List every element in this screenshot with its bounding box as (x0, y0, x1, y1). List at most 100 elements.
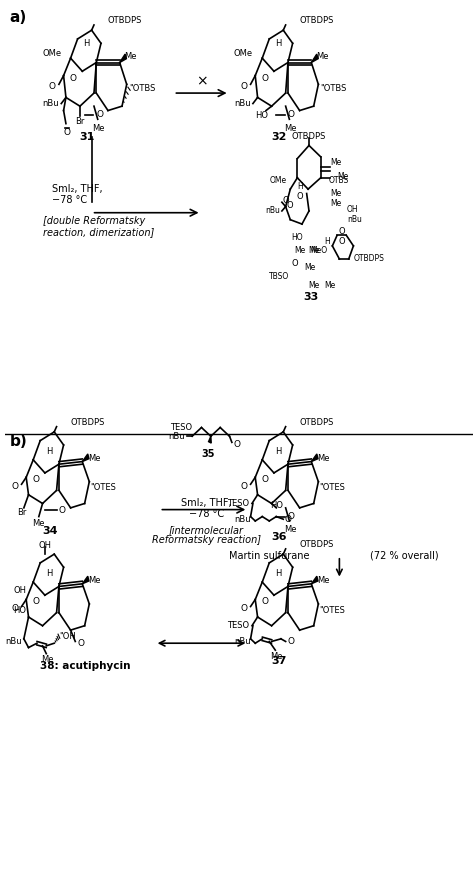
Text: Me: Me (330, 189, 341, 198)
Text: 34: 34 (42, 526, 57, 536)
Text: H: H (275, 39, 281, 48)
Text: b): b) (10, 434, 27, 449)
Text: Reformatsky reaction]: Reformatsky reaction] (152, 535, 261, 545)
Text: Me: Me (308, 246, 319, 255)
Text: O: O (78, 639, 85, 647)
Text: Me: Me (304, 263, 316, 272)
Text: [intermolecular: [intermolecular (169, 525, 244, 534)
Text: H: H (46, 447, 52, 456)
Text: O: O (287, 637, 294, 646)
Text: 36: 36 (271, 532, 286, 541)
Text: Me: Me (318, 576, 330, 585)
Text: OTBS: OTBS (328, 176, 349, 185)
Text: 32: 32 (271, 131, 286, 142)
Text: Me: Me (308, 280, 319, 290)
Text: Martin sulfurane: Martin sulfurane (228, 551, 309, 561)
Text: O: O (261, 475, 268, 484)
Text: TBSO: TBSO (269, 272, 289, 281)
Text: O: O (338, 237, 345, 246)
Text: O: O (288, 110, 295, 119)
Text: OH: OH (346, 205, 358, 214)
Text: ×: × (196, 74, 207, 88)
Text: Me: Me (124, 52, 137, 61)
Text: O: O (283, 196, 289, 205)
Text: nBu: nBu (168, 432, 185, 441)
Text: HO: HO (13, 605, 26, 615)
Text: [double Reformatsky: [double Reformatsky (43, 216, 145, 226)
Text: O: O (240, 604, 247, 613)
Text: Me: Me (88, 454, 101, 463)
Text: OTBDPS: OTBDPS (300, 540, 334, 549)
Text: Me: Me (316, 52, 328, 61)
Text: "OTES: "OTES (319, 605, 345, 615)
Text: "OTES: "OTES (319, 484, 345, 492)
Text: TESO: TESO (227, 499, 249, 508)
Text: Br: Br (17, 508, 26, 517)
Text: nBu: nBu (42, 99, 59, 108)
Text: H: H (275, 569, 281, 578)
Text: H: H (83, 39, 90, 48)
Text: Me: Me (284, 124, 297, 132)
Text: 38: acutiphycin: 38: acutiphycin (40, 661, 131, 671)
Text: OTBDPS: OTBDPS (292, 132, 326, 141)
Text: O: O (284, 515, 291, 524)
Text: Me: Me (32, 519, 44, 528)
Text: reaction, dimerization]: reaction, dimerization] (43, 227, 154, 237)
Text: OMe: OMe (234, 49, 253, 59)
Text: Me: Me (330, 200, 341, 208)
Text: Me: Me (270, 652, 283, 661)
Text: O: O (11, 482, 18, 491)
Text: OMe: OMe (269, 176, 287, 185)
Text: Me: Me (318, 454, 330, 463)
Text: −78 °C: −78 °C (189, 509, 224, 519)
Text: O: O (96, 110, 103, 119)
Text: O: O (64, 128, 70, 137)
Text: O: O (288, 512, 295, 521)
Text: nBu: nBu (347, 215, 362, 224)
Text: a): a) (10, 11, 27, 25)
Text: O: O (296, 193, 303, 201)
Text: Me: Me (88, 576, 101, 585)
Text: O: O (69, 74, 76, 82)
Text: OTBDPS: OTBDPS (71, 418, 105, 427)
Text: (72 % overall): (72 % overall) (370, 551, 438, 561)
Text: nBu: nBu (5, 637, 21, 646)
Text: Me: Me (294, 246, 305, 255)
Text: nBu: nBu (234, 99, 251, 108)
Text: H: H (297, 182, 302, 191)
Text: OH: OH (38, 540, 51, 550)
Polygon shape (311, 454, 318, 462)
Text: OTBDPS: OTBDPS (354, 255, 384, 264)
Text: Me: Me (324, 280, 336, 290)
Text: −78 °C: −78 °C (52, 194, 87, 205)
Text: nBu: nBu (234, 637, 251, 646)
Text: OTBDPS: OTBDPS (300, 16, 334, 25)
Text: O: O (59, 506, 66, 515)
Text: "OTES: "OTES (90, 484, 116, 492)
Text: Me: Me (41, 654, 54, 663)
Text: "OTBS: "OTBS (129, 84, 155, 93)
Text: nBu: nBu (234, 515, 251, 524)
Text: SmI₂, THF,: SmI₂, THF, (181, 498, 231, 508)
Text: SmI₂, THF,: SmI₂, THF, (52, 184, 102, 194)
Text: HO: HO (255, 110, 268, 119)
Text: H: H (275, 447, 281, 456)
Text: O: O (240, 81, 247, 90)
Text: TESO: TESO (170, 423, 192, 432)
Polygon shape (82, 454, 89, 462)
Text: 31: 31 (79, 131, 95, 142)
Text: "OH: "OH (59, 632, 76, 640)
Text: O: O (49, 81, 55, 90)
Text: Me: Me (92, 124, 105, 132)
Text: Me: Me (330, 159, 341, 167)
Text: HO: HO (270, 501, 283, 510)
Text: HO: HO (292, 233, 303, 242)
Text: TESO: TESO (227, 621, 249, 630)
Text: O: O (233, 441, 240, 449)
Text: Me: Me (284, 526, 297, 534)
Text: 37: 37 (271, 655, 286, 666)
Text: 33: 33 (304, 292, 319, 301)
Text: O: O (32, 475, 39, 484)
Text: OH: OH (13, 586, 26, 596)
Text: OTBDPS: OTBDPS (300, 418, 334, 427)
